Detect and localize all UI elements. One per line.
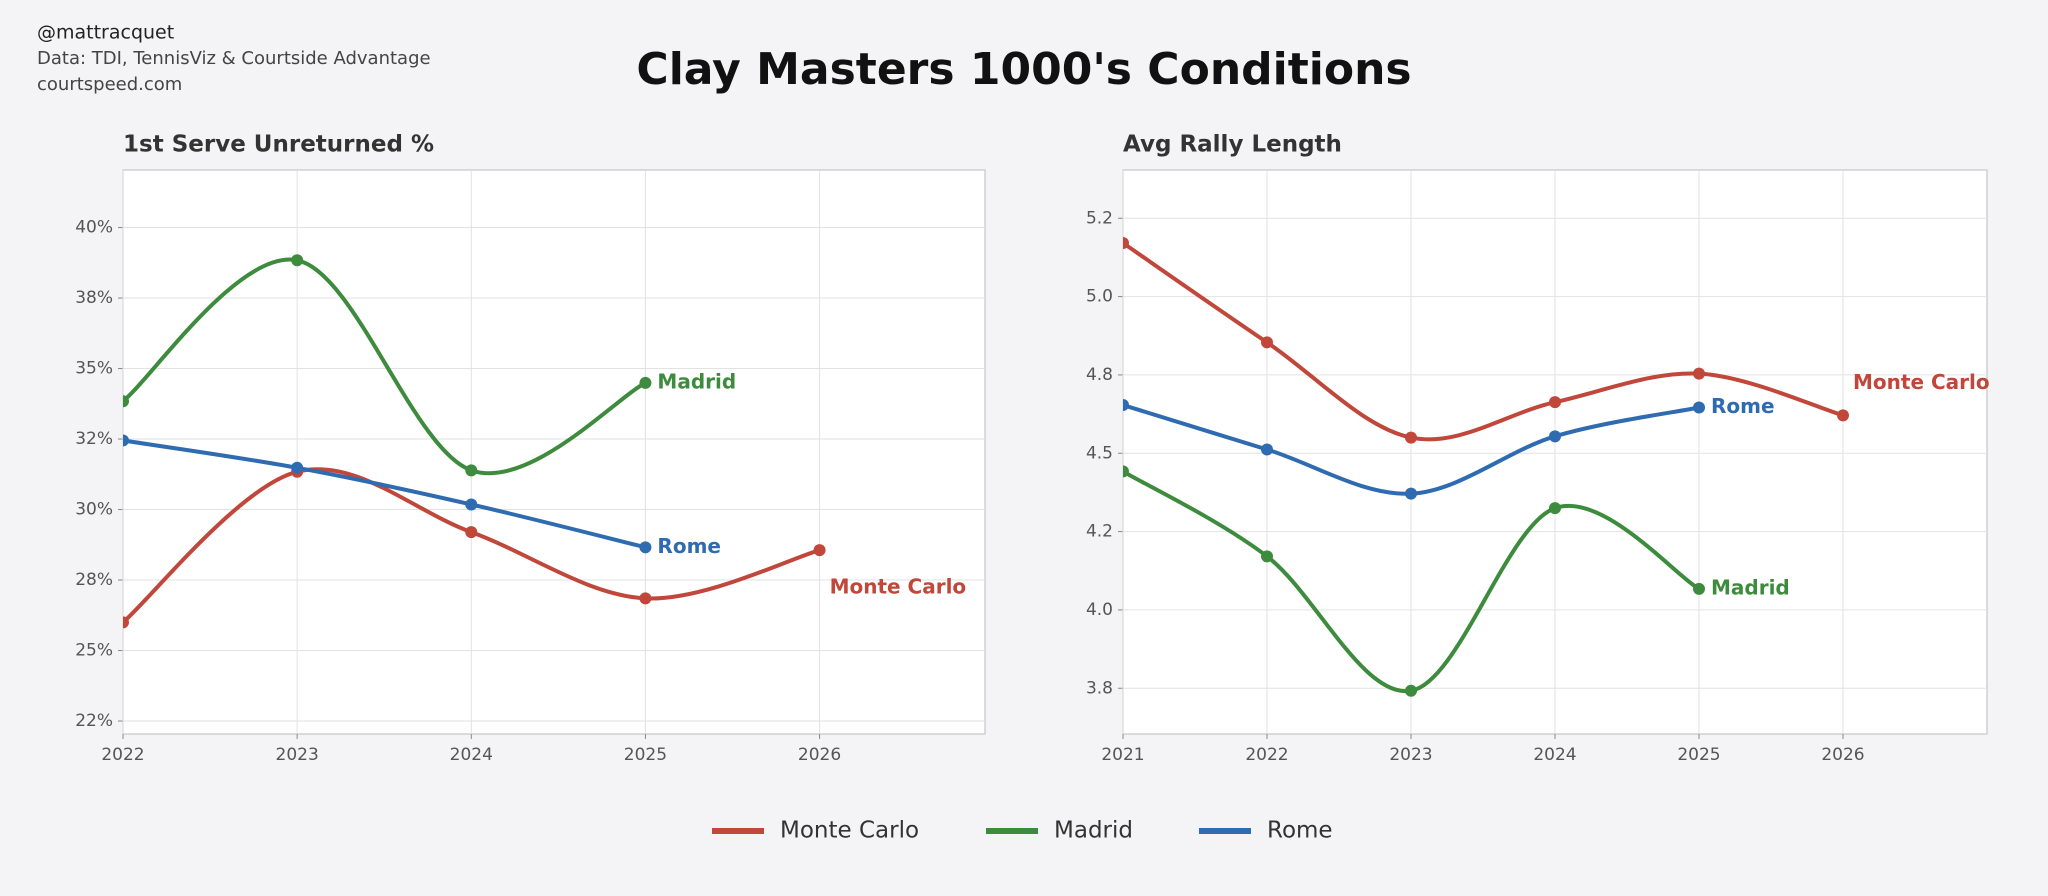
x-tick-label: 2022 [101,745,144,765]
data-point [465,526,478,539]
y-tick-label: 3.8 [1086,678,1113,698]
data-point [465,498,478,511]
series-end-label: Rome [1711,394,1775,418]
x-tick-label: 2025 [624,745,667,765]
data-point [813,544,826,557]
data-point [1123,399,1129,411]
note: @mattracquet [37,22,174,44]
x-tick-label: 2026 [1821,745,1864,765]
x-tick-label: 2024 [450,745,493,765]
data-point [1405,684,1417,697]
y-tick-label: 25% [75,641,113,661]
chart-title: Avg Rally Length [1123,132,1342,158]
y-tick-label: 35% [75,359,113,379]
series-end-label: Rome [657,534,721,558]
note: courtspeed.com [37,74,182,95]
y-tick-label: 4.0 [1086,600,1113,620]
y-tick-label: 5.0 [1086,287,1113,307]
x-tick-label: 2026 [798,745,841,765]
y-tick-label: 32% [75,429,113,449]
y-tick-label: 5.2 [1086,208,1113,228]
y-tick-label: 40% [75,218,113,238]
y-tick-label: 38% [75,288,113,308]
data-point [1405,431,1417,444]
y-tick-label: 28% [75,570,113,590]
data-point [1693,401,1705,414]
series-end-label: Monte Carlo [830,575,967,599]
series-end-label: Madrid [1711,575,1790,599]
y-tick-label: 30% [75,500,113,520]
data-point [123,434,129,447]
data-point [639,541,652,554]
data-point [123,616,129,629]
page-title: Clay Masters 1000's Conditions [636,44,1411,95]
data-point [1693,367,1705,380]
x-tick-label: 2023 [1389,745,1432,765]
x-tick-label: 2023 [276,745,319,765]
data-point [123,395,129,408]
series-line [123,438,646,550]
y-tick-label: 22% [75,711,113,731]
series-line [1123,241,1844,442]
data-point [1549,430,1561,443]
data-point [291,254,304,267]
data-point [1261,336,1273,349]
data-point [1261,550,1273,563]
x-tick-label: 2025 [1677,745,1720,765]
chart-title: 1st Serve Unreturned % [123,132,434,158]
note: Data: TDI, TennisViz & Courtside Advanta… [37,48,431,69]
data-point [1261,443,1273,456]
x-tick-label: 2024 [1533,745,1576,765]
data-point [1405,487,1417,500]
data-point [1693,582,1705,595]
data-point [1549,502,1561,515]
y-tick-label: 4.2 [1086,522,1113,542]
data-point [1123,237,1129,250]
data-point [1549,396,1561,409]
x-tick-label: 2022 [1245,745,1288,765]
data-point [639,592,652,605]
y-tick-label: 4.5 [1086,443,1113,463]
data-point [1837,409,1849,422]
data-point [291,461,304,474]
data-point [465,464,478,477]
data-point [1123,465,1129,478]
plot-layer [123,254,826,629]
legend-label: Monte Carlo [780,818,919,844]
y-tick-label: 4.8 [1086,365,1113,385]
legend-label: Rome [1267,818,1333,844]
series-end-label: Monte Carlo [1853,370,1990,394]
data-point [639,376,652,389]
series-end-label: Madrid [657,369,736,393]
legend-label: Madrid [1054,818,1133,844]
x-tick-label: 2021 [1101,745,1144,765]
series-line [123,257,647,475]
plot-layer [1123,237,1849,697]
series-line [123,467,821,624]
